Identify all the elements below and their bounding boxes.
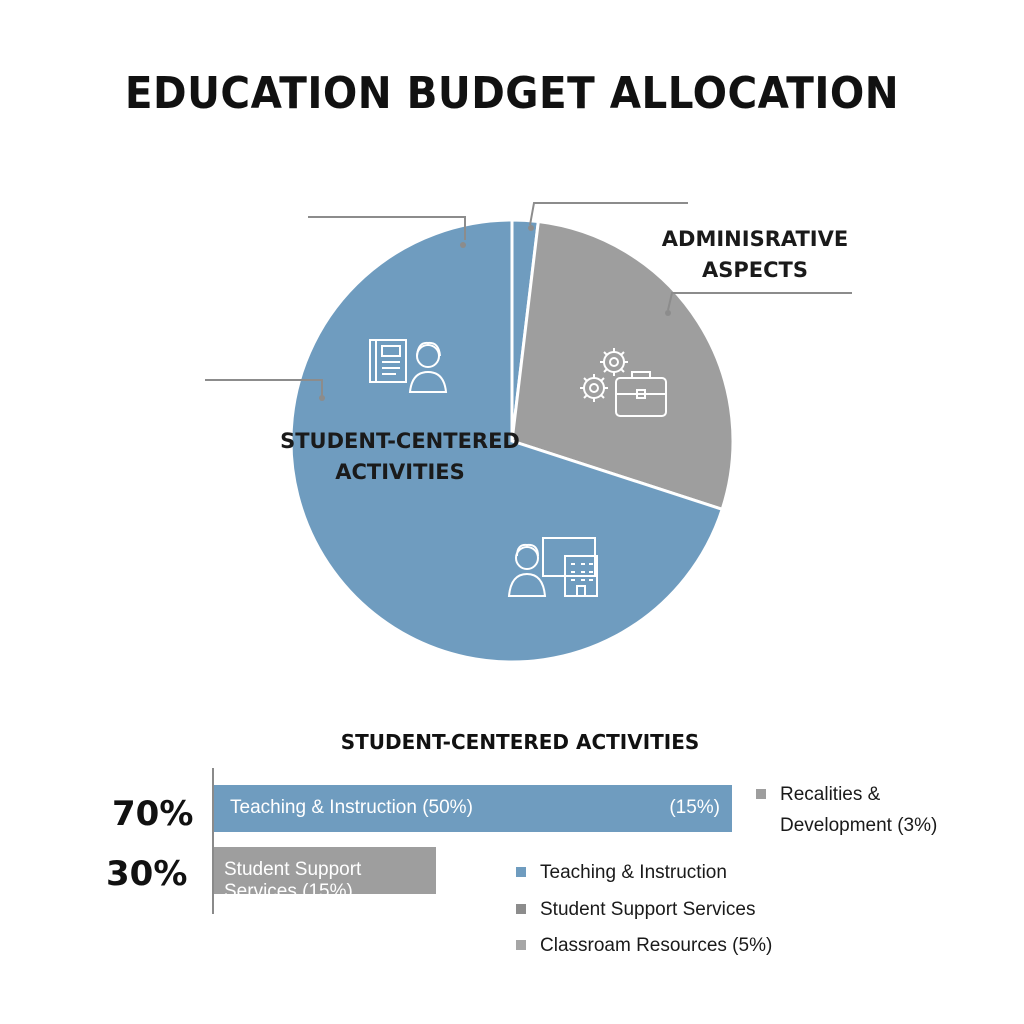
pie-slice-student-centered	[289, 218, 725, 664]
row-percent-70: 70%	[112, 794, 194, 834]
legend-text-teaching: Teaching & Instruction	[540, 862, 727, 883]
bar-section-title: STUDENT-CENTERED ACTIVITIES	[340, 730, 700, 754]
legend-swatch-recalities	[756, 789, 766, 799]
gears-briefcase-icon	[580, 348, 667, 417]
student-computer-icon	[507, 537, 598, 597]
bar-end-label-teaching: (15%)	[669, 797, 720, 818]
leader-line-left	[205, 379, 323, 396]
chart-title: EDUCATION BUDGET ALLOCATION	[124, 68, 900, 119]
bar-axis-line	[212, 768, 214, 914]
pie-label-admin-line2: ASPECTS	[702, 258, 808, 282]
leader-line-top-left-dot	[460, 242, 466, 248]
leader-line-top-small-dot	[528, 225, 534, 231]
pie-label-student-line2: ACTIVITIES	[335, 460, 465, 484]
pie-label-student: STUDENT-CENTERED ACTIVITIES	[250, 426, 550, 488]
leader-line-left-dot	[319, 395, 325, 401]
bar-student-support: Student Support Services (15%)	[214, 847, 436, 902]
legend-text-classroom: Classroam Resources (5%)	[540, 935, 773, 956]
legend-text-support: Student Support Services	[540, 899, 756, 920]
legend-swatch-teaching	[516, 867, 526, 877]
leader-line-admin-dot	[665, 310, 671, 316]
bar-teaching-instruction: Teaching & Instruction (50%) (15%)	[214, 785, 732, 832]
bar-label-support: Student Support Services (15%)	[224, 859, 362, 902]
leader-line-top-left	[308, 216, 466, 240]
legend-text-recalities-line2: Development (3%)	[780, 815, 938, 836]
book-student-icon	[369, 339, 448, 393]
legend-swatch-support	[516, 904, 526, 914]
pie-label-admin: ADMINISRATIVE ASPECTS	[610, 224, 900, 286]
legend-swatch-classroom	[516, 940, 526, 950]
legend-text-recalities-line1: Recalities &	[780, 784, 881, 805]
pie-label-admin-line1: ADMINISRATIVE	[661, 227, 849, 251]
leader-line-top-small	[529, 202, 688, 226]
pie-label-student-line1: STUDENT-CENTERED	[280, 429, 520, 453]
bar-label-teaching: Teaching & Instruction (50%)	[230, 797, 473, 818]
row-percent-30: 30%	[106, 854, 188, 894]
leader-line-admin	[667, 292, 852, 311]
